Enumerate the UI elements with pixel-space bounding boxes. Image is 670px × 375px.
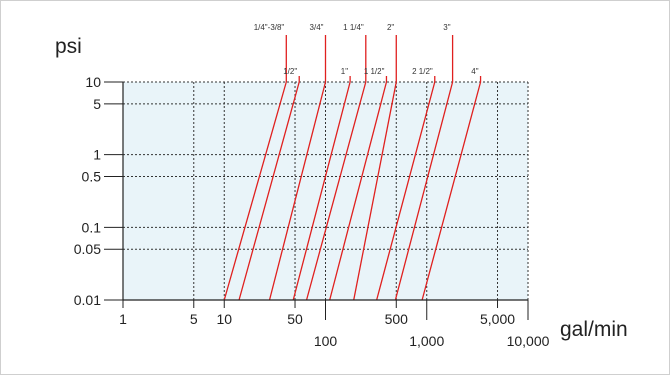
axes [122, 82, 528, 301]
series-line [353, 81, 397, 301]
series-label: 1 1/4" [343, 23, 364, 32]
x-tick-label: 1,000 [409, 333, 444, 349]
y-tick-label: 0.5 [82, 169, 102, 185]
x-tick-label: 10 [216, 311, 232, 327]
series-label: 2 1/2" [412, 67, 433, 76]
y-tick-label: 1 [93, 147, 101, 163]
x-tick-label: 5,000 [480, 311, 515, 327]
series-lines: 1/4"-3/8" 1/2" 3/4" 1" 1 1/4" 1 1/2" 2" 2 1/2" 3… [223, 23, 482, 301]
series-label: 4" [471, 67, 478, 76]
y-tick-label: 0.05 [74, 241, 101, 257]
y-axis-label: psi [55, 35, 82, 58]
series-label: 1/4"-3/8" [254, 23, 285, 32]
series-line [329, 81, 388, 301]
series-line [305, 81, 367, 301]
y-tick-label: 5 [93, 96, 101, 112]
x-axis-label: gal/min [560, 318, 628, 341]
series-line [376, 81, 436, 301]
x-tick-label: 50 [287, 311, 303, 327]
series-label: 1 1/2" [364, 67, 385, 76]
y-tick-label: 0.01 [74, 292, 101, 308]
x-tick-label: 10,000 [507, 333, 550, 349]
series-label: 1/2" [283, 67, 297, 76]
y-tick-label: 0.1 [82, 219, 102, 235]
series-label: 3" [443, 23, 450, 32]
series-line [223, 81, 287, 301]
series-line [394, 81, 454, 301]
x-tick-label: 1 [119, 311, 127, 327]
series-line [268, 81, 327, 301]
series-label: 3/4" [310, 23, 324, 32]
series-label: 1" [341, 67, 348, 76]
series-line [292, 81, 351, 301]
x-tick-label: 500 [385, 311, 409, 327]
x-tick-label: 100 [314, 333, 338, 349]
y-tick-label: 10 [85, 74, 101, 90]
x-tick-label: 5 [190, 311, 198, 327]
series-label: 2" [387, 23, 394, 32]
series-line [238, 81, 300, 301]
series-line [421, 81, 482, 301]
